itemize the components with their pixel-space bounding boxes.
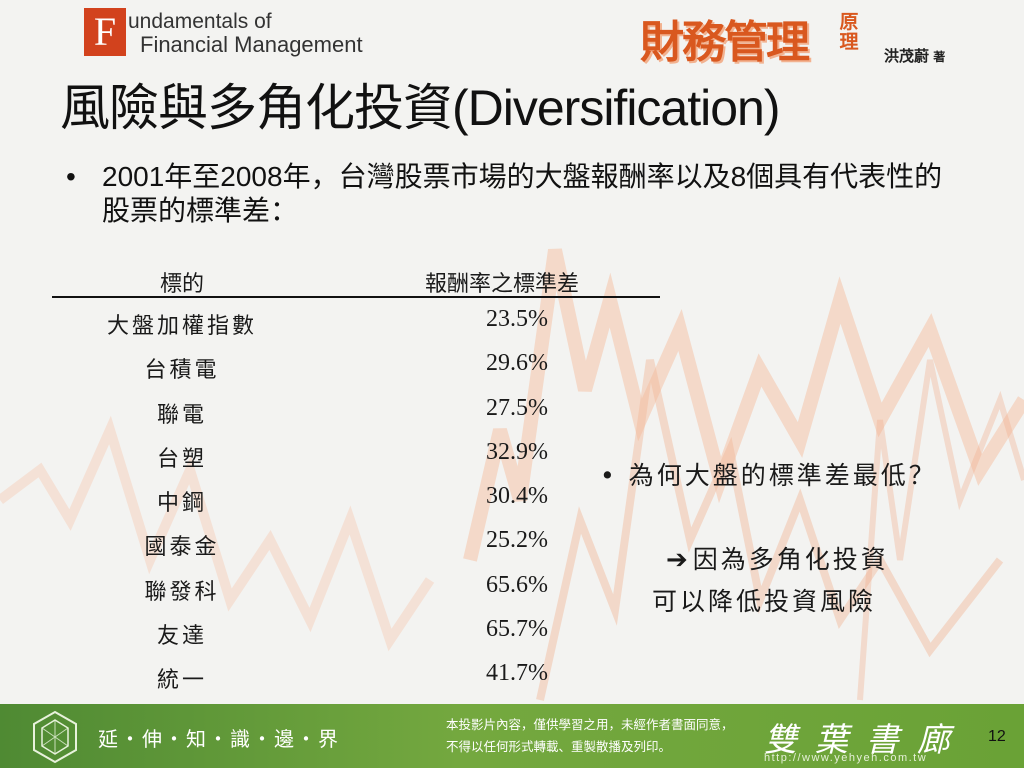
- intro-text: 2001年至2008年，台灣股票市場的大盤報酬率以及8個具有代表性的股票的標準差…: [102, 161, 943, 226]
- row-target-name: 友達: [156, 624, 207, 650]
- table-row: 台積電 29.6%: [52, 342, 660, 386]
- book-author: 洪茂蔚 著: [884, 45, 945, 66]
- background-trend-line: [857, 359, 1024, 701]
- answer-text-1: 因為多角化投資: [692, 545, 889, 574]
- table-row: 中鋼 30.4%: [52, 475, 660, 519]
- table-body: 大盤加權指數 23.5% 台積電 29.6% 聯電 27.5% 台塑 32.9% 中鋼 30.4%…: [52, 298, 660, 697]
- row-target-name: 聯發科: [144, 579, 220, 605]
- logo-line2: Financial Management: [140, 32, 363, 57]
- table-header: 標的 報酬率之標準差: [52, 258, 660, 298]
- bullet-dot: •: [66, 161, 76, 192]
- logo-line1: undamentals of: [128, 10, 272, 33]
- row-std-dev-value: 41.7%: [486, 660, 548, 687]
- row-std-dev-value: 23.5%: [486, 306, 548, 332]
- row-std-dev-value: 65.6%: [486, 571, 548, 598]
- table-row: 台塑 32.9%: [52, 431, 660, 475]
- note-answer-line1: ➔因為多角化投資: [666, 540, 889, 576]
- copyright-line2: 不得以任何形式轉載、重製散播及列印。: [446, 739, 672, 754]
- author-suffix: 著: [933, 50, 946, 64]
- background-trend-line: [0, 415, 435, 652]
- row-target-name: 中鋼: [156, 491, 207, 517]
- column-header-target: 標的: [159, 272, 204, 297]
- note-question: • 為何大盤的標準差最低？: [600, 461, 937, 490]
- row-target-name: 國泰金: [144, 535, 220, 561]
- table-row: 國泰金 25.2%: [52, 519, 660, 563]
- copyright-notice: 本投影片內容，僅供學習之用，未經作者書面同意， 不得以任何形式轉載、重製散播及列…: [446, 714, 734, 758]
- copyright-line1: 本投影片內容，僅供學習之用，未經作者書面同意，: [446, 717, 734, 732]
- publisher-emblem-icon: [33, 710, 77, 764]
- footer-motto: 延・伸・知・識・邊・界: [98, 727, 340, 751]
- row-std-dev-value: 27.5%: [486, 394, 548, 421]
- column-header-std-dev: 報酬率之標準差: [424, 272, 579, 297]
- row-target-name: 統一: [156, 668, 207, 694]
- std-dev-table: 標的 報酬率之標準差 大盤加權指數 23.5% 台積電 29.6% 聯電 27.5% 台塑 3…: [52, 258, 660, 697]
- table-row: 統一 41.7%: [52, 652, 660, 696]
- row-std-dev-value: 29.6%: [486, 350, 548, 377]
- row-target-name: 大盤加權指數: [106, 314, 257, 339]
- slide-title: 風險與多角化投資(Diversification): [60, 80, 781, 136]
- row-std-dev-value: 30.4%: [486, 483, 548, 510]
- table-row: 聯發科 65.6%: [52, 564, 660, 608]
- logo-letter: F: [84, 8, 126, 56]
- publisher-url: http://www.yehyeh.com.tw: [764, 752, 928, 764]
- note-answer-line2: 可以降低投資風險: [652, 587, 877, 616]
- row-std-dev-value: 25.2%: [486, 527, 548, 554]
- background-trend-line: [536, 359, 1004, 701]
- table-row: 大盤加權指數 23.5%: [52, 298, 660, 342]
- row-target-name: 台積電: [144, 358, 220, 384]
- row-std-dev-value: 32.9%: [486, 438, 548, 465]
- author-name: 洪茂蔚: [884, 48, 930, 65]
- table-row: 友達 65.7%: [52, 608, 660, 652]
- footer-bar: 延・伸・知・識・邊・界 本投影片內容，僅供學習之用，未經作者書面同意， 不得以任…: [0, 704, 1024, 768]
- row-std-dev-value: 65.7%: [486, 616, 548, 643]
- row-target-name: 聯電: [156, 402, 207, 428]
- table-row: 聯電 27.5%: [52, 387, 660, 431]
- right-arrow-icon: ➔: [666, 545, 691, 575]
- page-number: 12: [988, 728, 1006, 745]
- row-target-name: 台塑: [156, 446, 207, 472]
- publisher-name: 雙葉書廊: [764, 720, 968, 759]
- book-title-suffix: 原理: [839, 11, 859, 53]
- background-trend-line: [463, 248, 1024, 562]
- book-title: 財務管理: [640, 17, 810, 68]
